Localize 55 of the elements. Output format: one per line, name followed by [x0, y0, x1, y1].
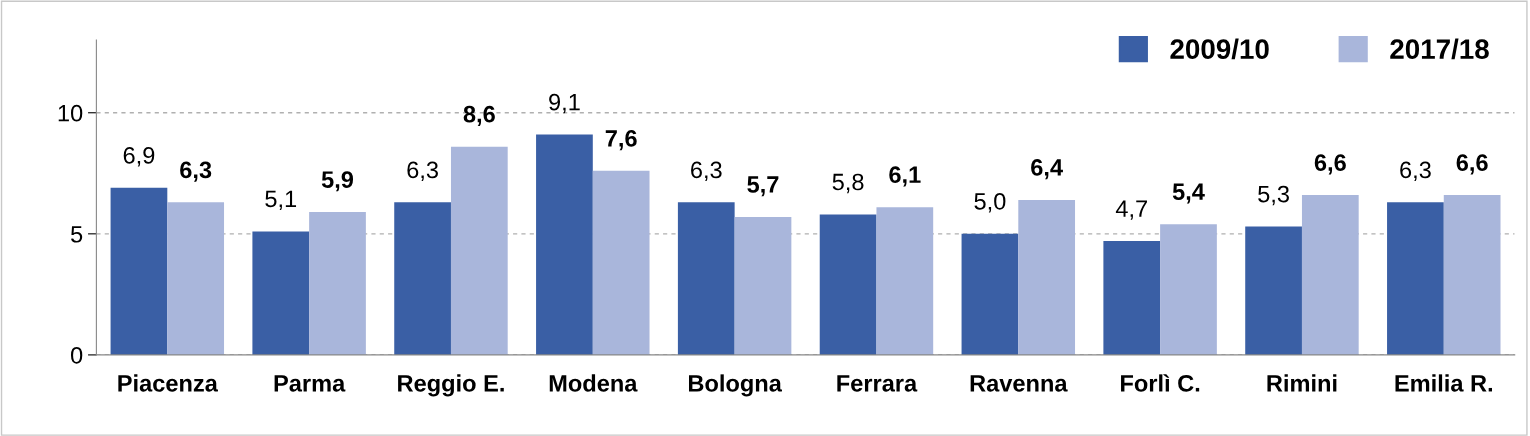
bar — [110, 187, 168, 355]
y-tick-label: 10 — [58, 104, 83, 122]
x-tick-label: Emilia R. — [1395, 374, 1493, 392]
bar — [734, 216, 792, 355]
bar — [536, 134, 593, 355]
bar — [1160, 224, 1217, 355]
data-label: 5,3 — [1258, 185, 1289, 206]
x-tick-label: Rimini — [1267, 374, 1337, 392]
legend-label: 2017/18 — [1390, 38, 1489, 60]
bar — [394, 202, 451, 355]
bar — [167, 202, 225, 355]
data-label: 6,6 — [1314, 154, 1346, 175]
bar — [309, 212, 366, 355]
data-label: 6,9 — [123, 146, 155, 167]
x-tick-label: Bologna — [689, 374, 782, 397]
data-label: 6,3 — [407, 161, 438, 182]
bar — [252, 231, 310, 355]
y-tick-label: 5 — [71, 226, 83, 243]
bar — [1387, 202, 1444, 355]
x-tick-label: Forlì C. — [1121, 374, 1200, 392]
data-label: 5,0 — [974, 193, 1006, 213]
bar — [677, 202, 735, 355]
data-label: 4,7 — [1115, 200, 1147, 220]
legend-label: 2009/10 — [1170, 38, 1269, 60]
data-label: 6,3 — [691, 161, 722, 182]
x-tick-label: Modena — [549, 374, 638, 392]
bar — [819, 214, 877, 355]
data-label: 6,4 — [1031, 159, 1063, 180]
bar — [961, 233, 1019, 355]
bar — [1443, 195, 1501, 355]
bar — [592, 170, 650, 355]
x-tick-label: Reggio E. — [398, 374, 504, 397]
data-label: 5,8 — [832, 173, 864, 194]
data-label: 6,3 — [180, 161, 212, 182]
bar — [876, 207, 934, 355]
x-tick-label: Parma — [274, 375, 346, 392]
data-label: 8,6 — [463, 105, 495, 126]
bar — [1018, 199, 1076, 355]
data-label: 6,1 — [889, 166, 921, 187]
y-tick-label: 0 — [70, 346, 83, 364]
data-label: 9,1 — [549, 93, 580, 114]
data-label: 5,4 — [1172, 183, 1205, 204]
data-label: 5,1 — [265, 190, 297, 211]
data-label: 7,6 — [605, 130, 637, 151]
data-label: 5,9 — [321, 171, 354, 192]
x-tick-label: Ravenna — [970, 375, 1068, 392]
x-tick-label: Ferrara — [837, 375, 918, 392]
data-label: 6,6 — [1456, 154, 1488, 175]
data-label: 5,7 — [747, 176, 779, 197]
bar — [1301, 195, 1359, 355]
bar — [450, 146, 508, 355]
bar — [1245, 226, 1302, 355]
data-label: 6,3 — [1400, 161, 1431, 182]
x-tick-label: Piacenza — [118, 374, 218, 392]
bar — [1103, 241, 1161, 355]
